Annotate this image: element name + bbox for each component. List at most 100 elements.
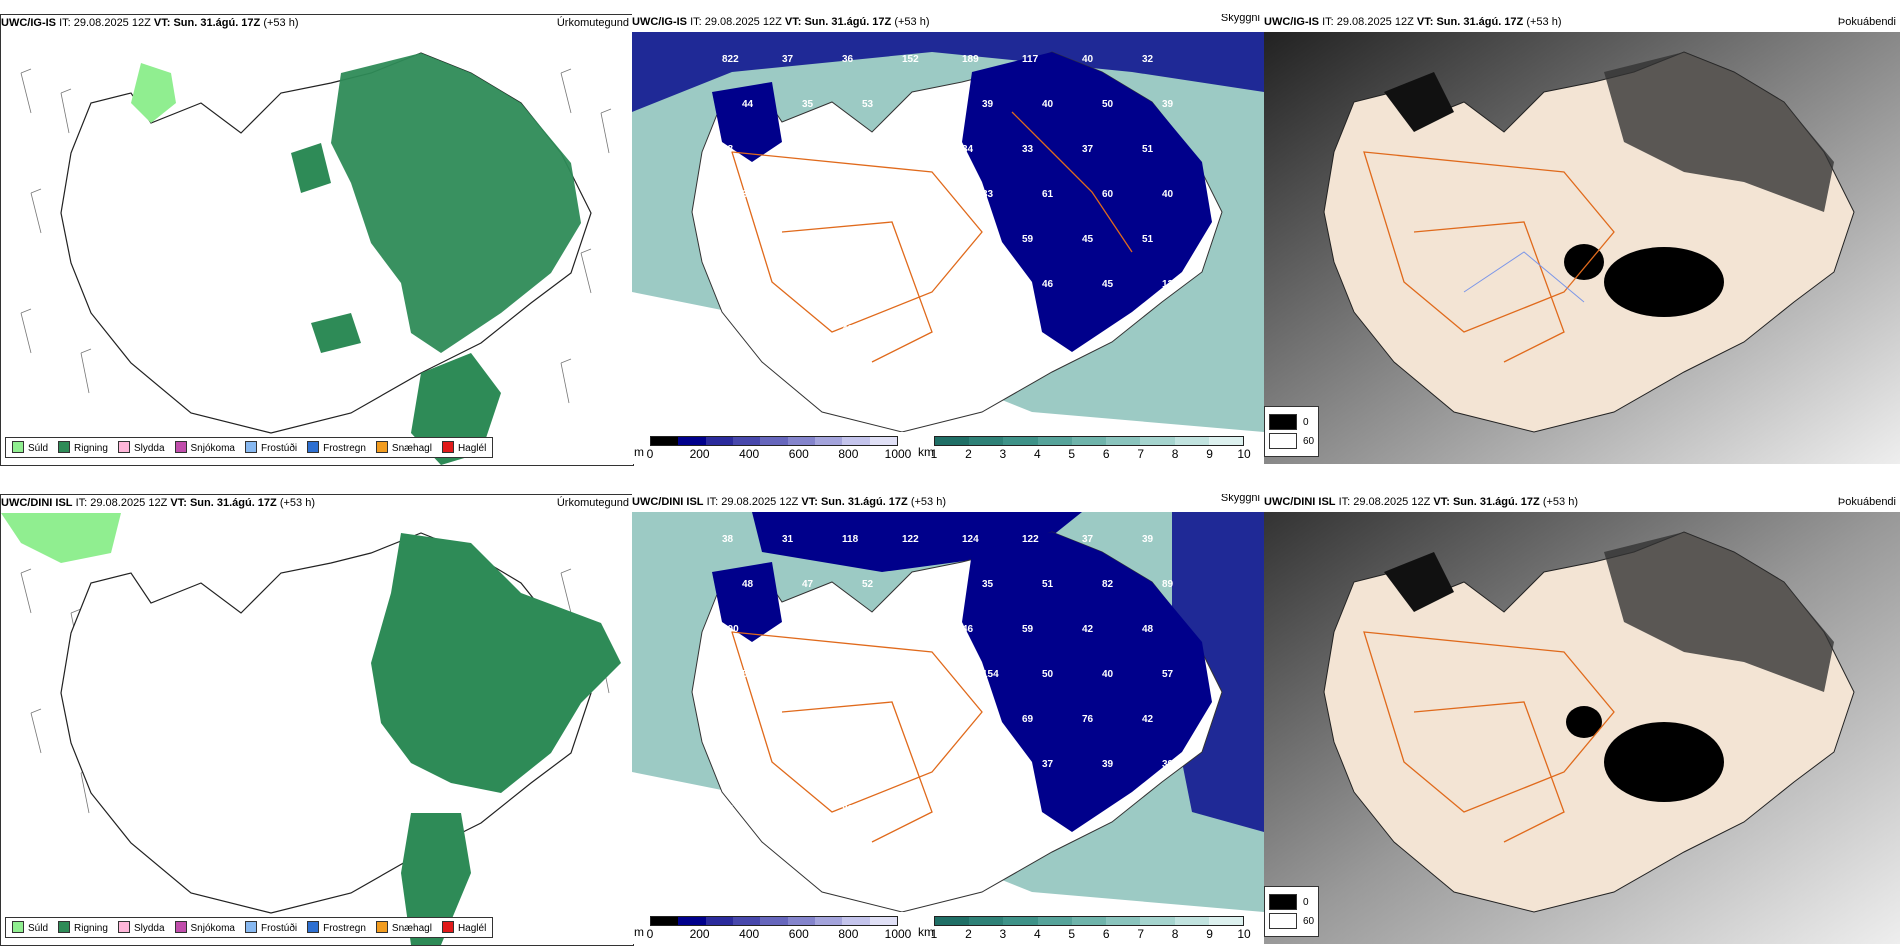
legend-swatch	[12, 441, 24, 453]
model-name: UWC/DINI ISL	[1, 497, 73, 509]
visibility-value: 32	[1142, 54, 1154, 65]
legend-label: Snæhagl	[391, 443, 432, 454]
legend-item: Súld	[12, 441, 48, 454]
visibility-value: 114	[902, 804, 919, 815]
visibility-value: 39	[982, 99, 994, 110]
drizzle-area	[1, 513, 121, 563]
visibility-value: 33	[1022, 144, 1034, 155]
legend-item: Frostregn	[307, 441, 366, 454]
visibility-value: 37	[742, 189, 754, 200]
precip-map	[20, 52, 612, 465]
precip-panel-top: UWC/IG-IS IT: 29.08.2025 12Z VT: Sun. 31…	[0, 14, 634, 466]
precip-map	[1, 513, 621, 945]
m-ticks: 0 200 400 600 800 1000	[647, 446, 912, 461]
visibility-value: 60	[1102, 189, 1114, 200]
precip-panel-bottom: UWC/DINI ISL IT: 29.08.2025 12Z VT: Sun.…	[0, 494, 634, 946]
init-time: 29.08.2025 12Z	[73, 17, 151, 29]
visibility-value: 61	[1042, 189, 1054, 200]
legend-swatch	[441, 921, 454, 933]
visibility-value: 66	[842, 624, 854, 635]
visibility-value: 48	[782, 324, 794, 335]
visibility-value: 40	[1042, 99, 1054, 110]
valid-time: Sun. 31.ágú. 17Z	[804, 16, 892, 28]
legend-item: Rigning	[58, 441, 108, 454]
visibility-value: 43	[902, 714, 914, 725]
visibility-value: 39	[1142, 534, 1154, 545]
scale-tick: 1000	[884, 927, 912, 941]
scale-tick: 600	[788, 447, 809, 461]
fog-legend-row: 60	[1269, 433, 1314, 449]
fog-swatch	[1269, 433, 1297, 449]
fog-swatch	[1269, 913, 1297, 929]
visibility-value: 54	[902, 624, 914, 635]
legend-label: Snjókoma	[190, 923, 235, 934]
scale-tick: 9	[1206, 927, 1213, 941]
scale-tick: 2	[965, 447, 972, 461]
visibility-value: 49	[722, 714, 734, 725]
panel-title: Úrkomutegund	[556, 17, 629, 29]
low-vis-nw	[712, 562, 782, 642]
visibility-value: 36	[722, 324, 734, 335]
legend-item: Snæhagl	[375, 441, 432, 454]
rain-patch-2	[311, 313, 361, 353]
visibility-value: 100	[722, 624, 739, 635]
legend-swatch	[12, 921, 24, 933]
legend-item: Haglél	[441, 921, 486, 934]
visibility-value: 46	[962, 624, 974, 635]
km-unit: km	[918, 445, 934, 459]
precip-legend: Súld Rigning Slydda Snjókoma Frostúði Frostre…	[5, 437, 494, 458]
fog-legend: 0 60	[1264, 886, 1320, 937]
panel-header: UWC/IG-IS IT: 29.08.2025 12Z VT: Sun. 31…	[632, 14, 1264, 30]
visibility-value: 31	[782, 534, 794, 545]
visibility-value: 35	[802, 99, 814, 110]
legend-label: Rigning	[74, 443, 108, 454]
scale-tick: 6	[1102, 447, 1110, 461]
legend-item: Frostregn	[307, 921, 366, 934]
km-scale	[934, 916, 1244, 926]
visibility-value: 35	[982, 579, 994, 590]
it-label: IT:	[59, 17, 71, 29]
visibility-value: 42	[1082, 624, 1094, 635]
lead-time: (+53 h)	[1526, 16, 1562, 28]
visibility-value: 45	[1102, 279, 1114, 290]
scale-tick: 10	[1237, 927, 1251, 941]
fog-legend-label: 60	[1303, 435, 1315, 447]
fog-legend-label: 60	[1303, 915, 1315, 927]
legend-swatch	[441, 441, 454, 453]
km-unit: km	[918, 925, 934, 939]
scale-tick: 4	[1033, 927, 1041, 941]
visibility-value: 137	[782, 714, 799, 725]
init-time: 29.08.2025 12Z	[90, 497, 168, 509]
legend-label: Slydda	[133, 923, 165, 934]
scale-tick: 5	[1068, 927, 1076, 941]
visibility-value: 41	[902, 144, 914, 155]
scale-tick: 400	[739, 447, 760, 461]
visibility-value: 76	[1082, 714, 1094, 725]
scale-tick: 800	[838, 927, 859, 941]
visibility-value: 59	[1022, 234, 1034, 245]
precip-legend: Súld Rigning Slydda Snjókoma Frostúði Frostre…	[5, 917, 494, 938]
visibility-value: 43	[862, 669, 874, 680]
visibility-value: 55	[922, 579, 934, 590]
visibility-value: 42	[862, 189, 874, 200]
visibility-value: 32	[922, 189, 934, 200]
vt-label: VT:	[1416, 16, 1434, 28]
visibility-value: 40	[802, 189, 814, 200]
rain-patch-1	[291, 143, 331, 193]
visibility-value: 152	[902, 54, 919, 65]
rain-area	[371, 533, 621, 793]
panel-title: Úrkomutegund	[556, 497, 629, 509]
visibility-value: 39	[1162, 759, 1174, 770]
visibility-value: 40	[1102, 669, 1114, 680]
vt-label: VT:	[170, 497, 187, 509]
legend-swatch	[174, 921, 187, 933]
visibility-value: 37	[1082, 144, 1094, 155]
visibility-value: 51	[1042, 579, 1054, 590]
scale-tick: 200	[689, 447, 710, 461]
visibility-value: 45	[842, 144, 854, 155]
model-name: UWC/DINI ISL	[632, 496, 704, 508]
panel-title: Þokuábendi	[1837, 16, 1896, 28]
it-label: IT:	[1322, 16, 1334, 28]
visibility-map: 822 37 36 152 189 117 40 32 44 35 53 35 39 40 50 39 38 40…	[632, 32, 1264, 432]
valid-time: Sun. 31.ágú. 17Z	[173, 17, 261, 29]
